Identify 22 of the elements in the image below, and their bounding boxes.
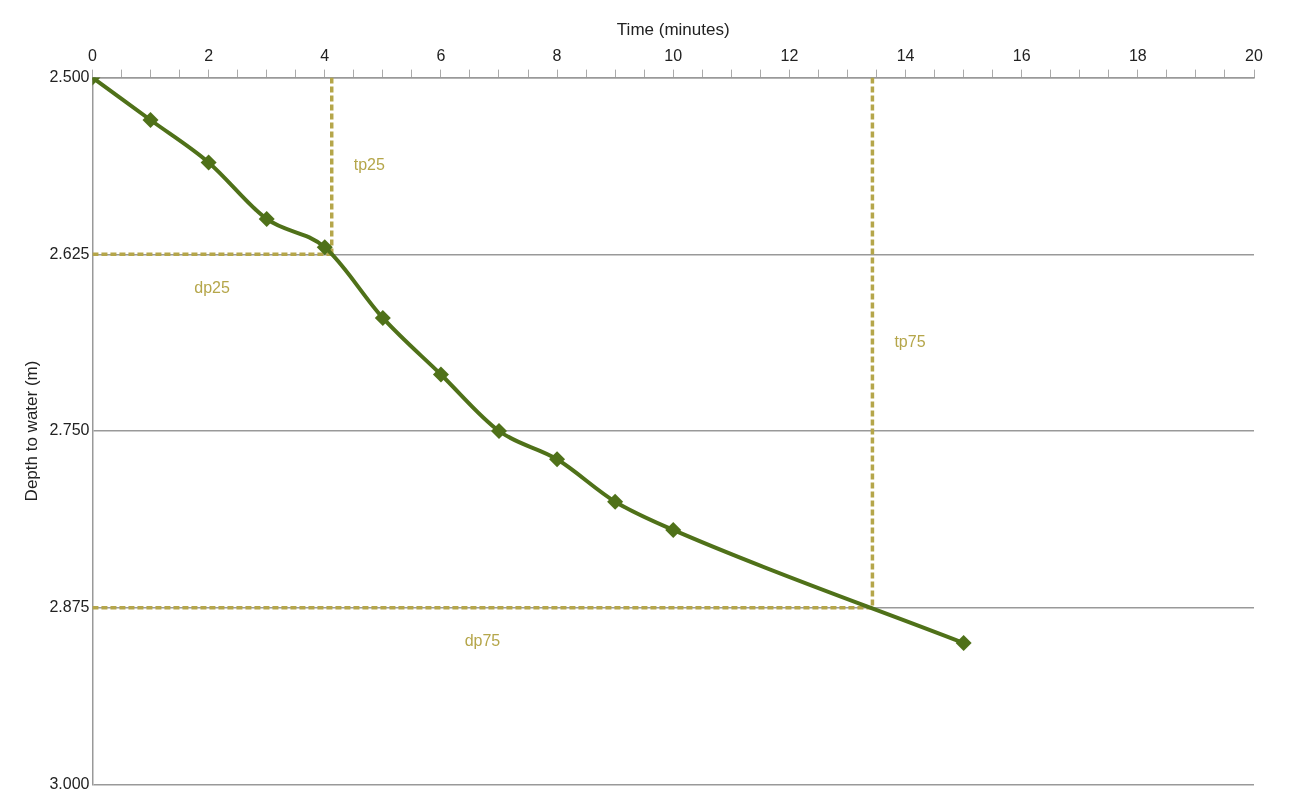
y-tick-label: 3.000: [49, 774, 90, 792]
x-tick-label: 10: [664, 47, 683, 65]
series-label: tp75: [894, 333, 926, 351]
x-tick-label: 20: [1245, 47, 1263, 65]
y-axis-title: Depth to water (m): [21, 360, 41, 502]
series-label: dp75: [464, 632, 501, 650]
x-axis-title: Time (minutes): [616, 19, 730, 39]
y-tick-label: 2.500: [49, 68, 90, 86]
y-tick-label: 2.875: [49, 598, 90, 616]
x-tick-label: 18: [1128, 47, 1147, 65]
y-tick-label: 2.625: [49, 244, 90, 262]
x-tick-label: 0: [87, 47, 97, 65]
x-tick-label: 2: [204, 47, 214, 65]
series-label: tp25: [353, 156, 385, 174]
x-tick-label: 14: [896, 47, 915, 65]
y-tick-label: 2.750: [49, 421, 90, 439]
series-label: dp25: [194, 278, 230, 296]
x-tick-label: 4: [320, 47, 330, 65]
x-tick-label: 8: [552, 47, 562, 65]
x-tick-label: 16: [1012, 47, 1031, 65]
x-tick-label: 6: [436, 47, 446, 65]
x-tick-label: 12: [780, 47, 799, 65]
